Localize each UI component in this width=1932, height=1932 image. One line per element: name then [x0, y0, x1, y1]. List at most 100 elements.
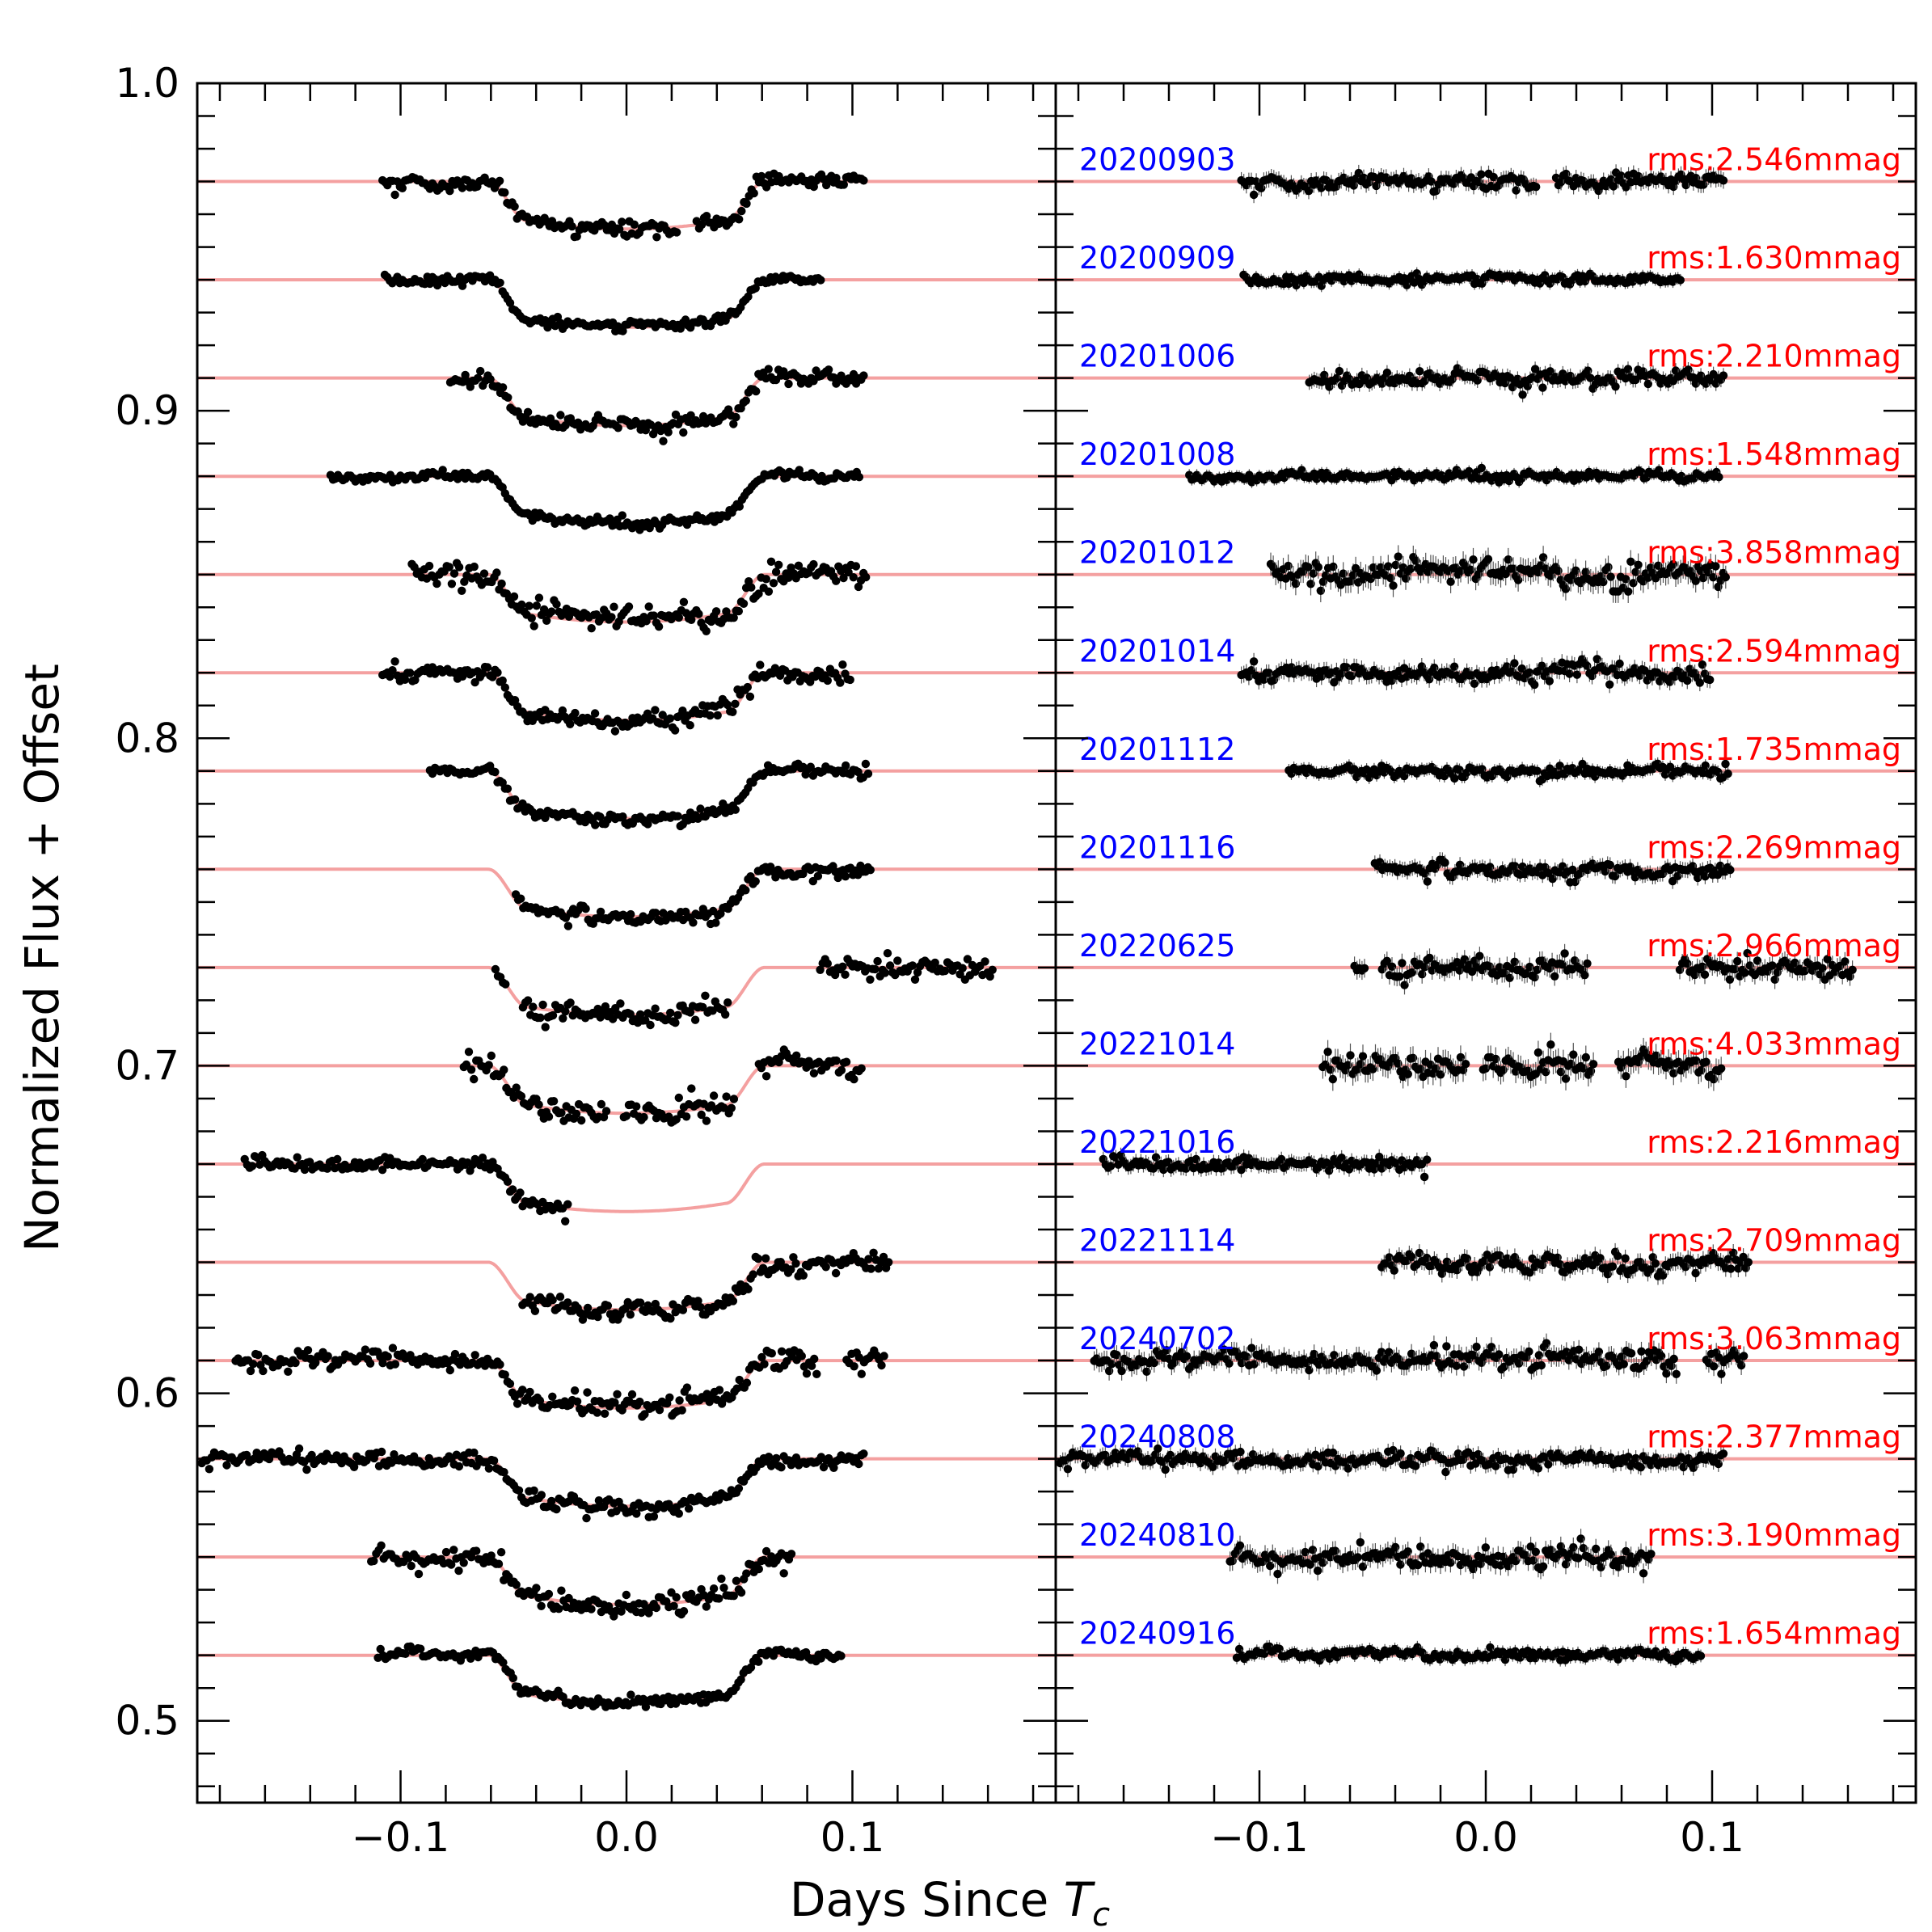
data-point — [369, 1556, 378, 1566]
data-point — [583, 1303, 593, 1313]
data-point — [910, 975, 920, 985]
data-point — [802, 1369, 812, 1378]
data-point — [577, 1116, 586, 1125]
data-point — [610, 1398, 619, 1407]
light-curve-points-20221014 — [459, 1045, 866, 1127]
data-point — [503, 1177, 513, 1187]
data-point — [618, 217, 626, 226]
data-point — [493, 668, 502, 677]
data-point — [842, 761, 850, 770]
data-point — [701, 991, 710, 1001]
data-point — [841, 970, 850, 979]
data-point — [552, 1504, 561, 1514]
data-point — [771, 567, 781, 576]
data-point — [512, 1580, 521, 1589]
data-point — [572, 1109, 581, 1119]
data-point — [754, 1657, 763, 1666]
data-point — [664, 428, 673, 437]
residual-point — [1389, 581, 1398, 590]
data-point — [464, 1048, 474, 1057]
data-point — [851, 562, 861, 571]
data-point — [824, 365, 833, 374]
data-point — [546, 414, 555, 423]
data-point — [601, 1002, 610, 1011]
data-point — [742, 199, 751, 209]
data-point — [749, 188, 758, 198]
data-point — [727, 1103, 736, 1113]
data-point — [779, 1569, 788, 1578]
data-point — [500, 683, 509, 692]
data-point — [529, 622, 538, 631]
data-point — [832, 174, 841, 183]
data-point — [757, 1352, 766, 1362]
data-point — [567, 221, 576, 231]
data-point — [672, 1115, 681, 1124]
data-point — [365, 1359, 375, 1368]
data-point — [555, 1293, 565, 1301]
data-point — [498, 676, 507, 685]
data-point — [627, 1390, 637, 1399]
data-point — [563, 922, 573, 930]
residual-point — [1611, 382, 1620, 391]
data-point — [644, 602, 653, 611]
data-point — [745, 692, 755, 701]
data-point — [525, 601, 534, 610]
data-point — [398, 183, 407, 192]
data-point — [702, 1116, 711, 1125]
data-point — [563, 1298, 572, 1307]
data-point — [819, 1462, 829, 1472]
data-point — [470, 1351, 479, 1360]
data-point — [761, 1254, 770, 1263]
data-point — [445, 563, 453, 572]
data-point — [751, 877, 760, 886]
residual-point — [1538, 383, 1547, 392]
data-point — [707, 1101, 716, 1110]
data-point — [859, 1449, 868, 1458]
data-point — [497, 579, 506, 588]
data-point — [377, 1541, 386, 1550]
data-point — [626, 1690, 635, 1699]
data-point — [764, 1453, 774, 1462]
data-point — [698, 1002, 707, 1012]
data-point — [624, 602, 634, 611]
data-point — [377, 1447, 386, 1457]
data-point — [735, 1375, 744, 1385]
data-point — [652, 1603, 661, 1613]
data-point — [505, 298, 515, 307]
data-point — [478, 1154, 487, 1162]
data-point — [450, 1349, 460, 1359]
data-point — [792, 1051, 801, 1061]
light-curve-points-20240702 — [231, 1344, 888, 1421]
data-point — [508, 1185, 517, 1194]
data-point — [294, 1444, 304, 1453]
light-curve-points-20201006 — [445, 365, 868, 445]
data-point — [736, 1588, 746, 1597]
data-point — [454, 1462, 464, 1471]
data-point — [635, 1397, 644, 1407]
data-point — [458, 183, 467, 192]
data-point — [702, 626, 711, 635]
data-point — [291, 1358, 300, 1368]
data-point — [729, 1095, 739, 1103]
data-point — [846, 675, 854, 685]
data-point — [866, 866, 875, 875]
data-point — [749, 1270, 757, 1279]
data-point — [459, 1559, 468, 1567]
data-point — [496, 1548, 506, 1557]
data-point — [988, 965, 997, 975]
data-point — [854, 582, 863, 592]
data-point — [665, 714, 675, 723]
data-point — [618, 511, 626, 520]
data-point — [222, 1461, 231, 1470]
residual-point — [1335, 366, 1344, 376]
data-point — [523, 996, 533, 1005]
data-point — [784, 379, 793, 389]
residual-point — [1532, 183, 1541, 192]
data-point — [839, 573, 848, 583]
data-point — [501, 980, 510, 989]
data-point — [491, 767, 500, 777]
data-point — [378, 1166, 387, 1175]
data-point — [500, 1468, 508, 1477]
data-point — [679, 597, 689, 606]
data-point — [470, 677, 479, 687]
